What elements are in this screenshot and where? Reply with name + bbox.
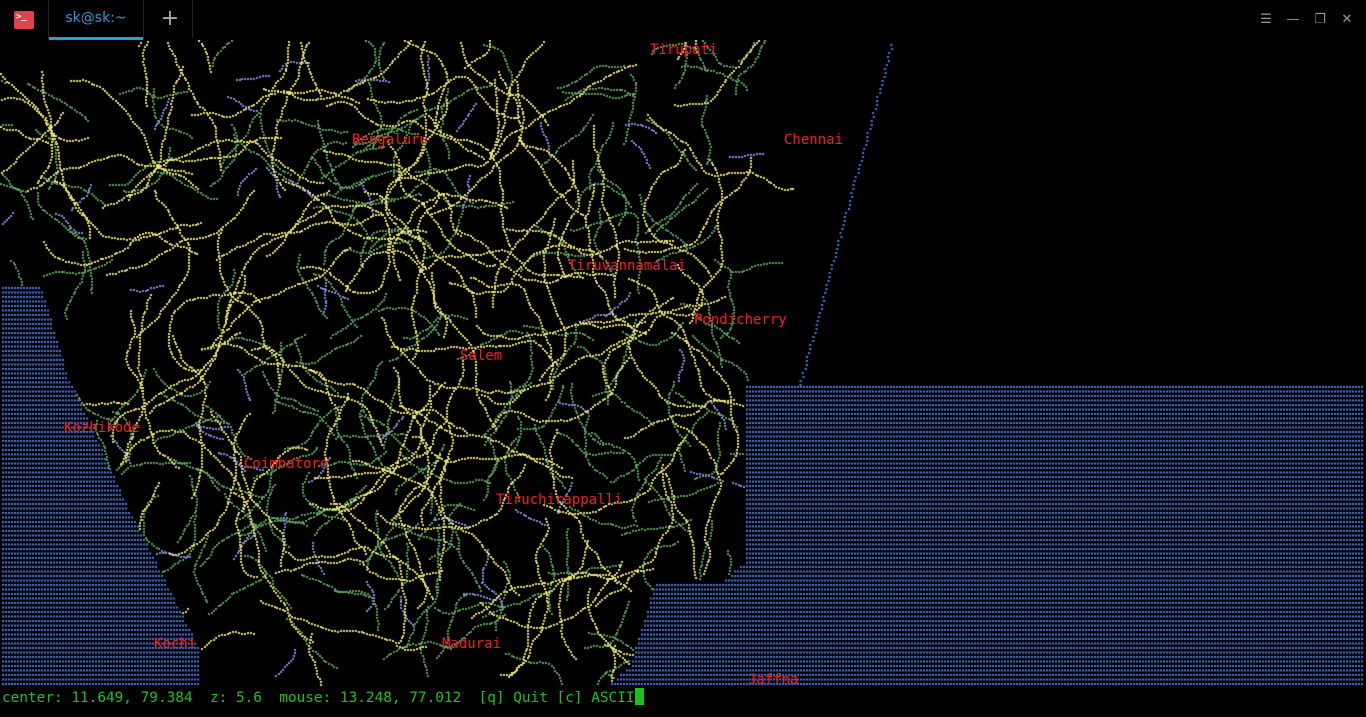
ascii-map[interactable] bbox=[0, 40, 1366, 688]
center-label: center: bbox=[2, 690, 63, 706]
terminal-cursor bbox=[634, 688, 644, 705]
active-tab-indicator bbox=[49, 37, 143, 40]
city-label: Tiruchirappalli bbox=[496, 492, 623, 508]
center-coords: 11.649, 79.384 bbox=[71, 690, 193, 706]
city-label: Tirupati bbox=[650, 42, 718, 58]
new-tab-plus-icon[interactable]: + bbox=[160, 6, 180, 31]
city-label: Madurai bbox=[442, 636, 502, 652]
city-label: Coimbatore bbox=[244, 456, 329, 472]
city-label: Kochi bbox=[154, 636, 197, 652]
terminal-icon[interactable]: >_ bbox=[14, 11, 34, 29]
tab-title: sk@sk:~ bbox=[65, 10, 127, 26]
close-icon[interactable]: ✕ bbox=[1341, 12, 1353, 27]
city-label: Pondicherry bbox=[694, 312, 787, 328]
city-label: Tiruvannamalai bbox=[568, 258, 687, 274]
city-label: Bengaluru bbox=[352, 132, 428, 148]
city-label: Salem bbox=[460, 348, 503, 364]
city-label: Kozhikode bbox=[64, 420, 140, 436]
menu-icon[interactable]: ☰ bbox=[1260, 12, 1272, 27]
mouse-coords: 13.248, 77.012 bbox=[339, 690, 462, 706]
city-label: Jaffna bbox=[748, 672, 799, 688]
zoom-value: 5.6 bbox=[235, 690, 262, 706]
title-bar: >_ sk@sk:~ + ☰ — ❐ ✕ bbox=[0, 0, 1366, 40]
mouse-label: mouse: bbox=[279, 690, 332, 706]
restore-icon[interactable]: ❐ bbox=[1314, 12, 1326, 27]
quit-hint: [q] Quit bbox=[478, 690, 548, 706]
zoom-label: z: bbox=[209, 690, 228, 706]
minimize-icon[interactable]: — bbox=[1286, 12, 1300, 27]
tab-terminal[interactable]: sk@sk:~ bbox=[48, 0, 144, 40]
ascii-hint: [c] ASCII bbox=[556, 690, 635, 706]
city-label: Chennai bbox=[784, 132, 844, 148]
status-line: center: 11.649, 79.384 z: 5.6 mouse: 13.… bbox=[2, 688, 644, 707]
divider bbox=[192, 0, 193, 38]
